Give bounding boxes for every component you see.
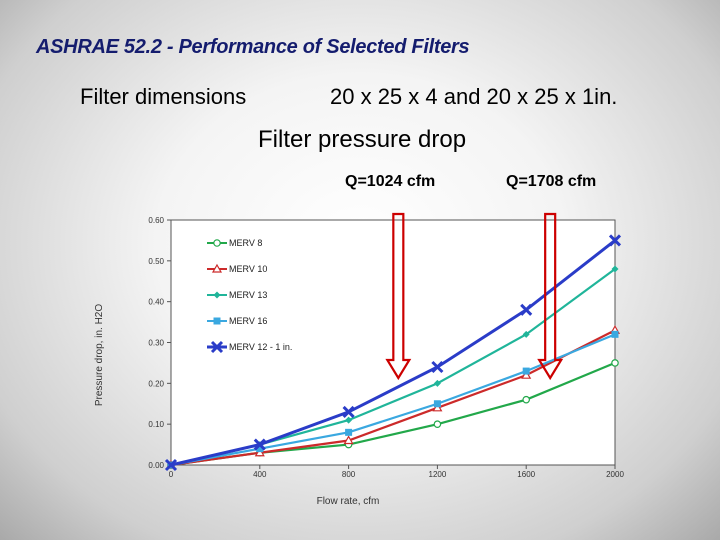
data-point [343,435,354,445]
data-point [342,405,355,418]
data-point [611,330,619,338]
y-tick-label: 0.20 [148,379,164,388]
y-tick-label: 0.50 [148,257,164,266]
y-tick-label: 0.30 [148,339,164,348]
y-tick-label: 0.40 [148,298,164,307]
data-point [433,379,441,387]
legend-entry: MERV 8 [229,238,262,248]
down-arrow-icon [537,212,564,381]
filter-dimensions-label: Filter dimensions [80,84,247,109]
x-tick-label: 2000 [606,470,624,479]
series-line [170,239,616,467]
data-point [256,445,264,453]
legend-entry: MERV 12 - 1 in. [229,342,292,352]
data-point [213,317,221,325]
data-point [433,400,441,408]
data-point [211,263,223,273]
x-tick-label: 1200 [429,470,447,479]
y-tick-label: 0.10 [148,420,164,429]
annotation-arrow-1 [385,212,412,381]
data-point [254,447,265,457]
x-tick-label: 800 [342,470,356,479]
down-arrow-icon [385,212,412,381]
flow-annotation-1708: Q=1708 cfm [506,173,597,190]
x-tick-label: 0 [169,470,174,479]
x-tick-label: 400 [253,470,267,479]
data-point [521,369,532,379]
series-line [170,329,616,467]
data-point [431,360,444,374]
data-point [520,303,533,316]
legend: MERV 8 MERV 10 MERV 13 MERV 16 MERV 12 - 1 i… [207,238,292,354]
legend-entry: MERV 10 [229,264,267,274]
x-tick-label: 1600 [517,470,535,479]
y-tick-label: 0.00 [148,461,164,470]
annotation-arrow-2 [537,212,564,381]
data-point [522,367,530,375]
data-point [522,330,530,338]
data-point [213,291,221,299]
data-point [611,265,619,273]
chart-subtitle: Filter pressure drop [258,126,467,153]
legend-entry: MERV 16 [229,316,267,326]
data-point [433,420,442,428]
data-point [345,428,353,436]
y-tick-label: 0.60 [148,216,164,225]
series-merv-12-1-in [164,234,622,472]
y-axis-label: Pressure drop, in. H2O [94,304,105,406]
flow-annotation-1024: Q=1024 cfm [345,173,436,190]
data-point [210,340,224,354]
data-point [345,416,353,424]
data-point [611,359,619,367]
data-point [522,395,531,404]
data-point [213,239,221,247]
slide-title: ASHRAE 52.2 - Performance of Selected Fi… [36,36,470,58]
data-point [608,234,622,247]
data-point [164,458,178,472]
x-axis-label: Flow rate, cfm [317,496,380,507]
legend-entry: MERV 13 [229,290,267,300]
data-point [253,438,266,451]
data-point [432,402,443,412]
filter-dimensions-value: 20 x 25 x 4 and 20 x 25 x 1in. [330,84,618,109]
